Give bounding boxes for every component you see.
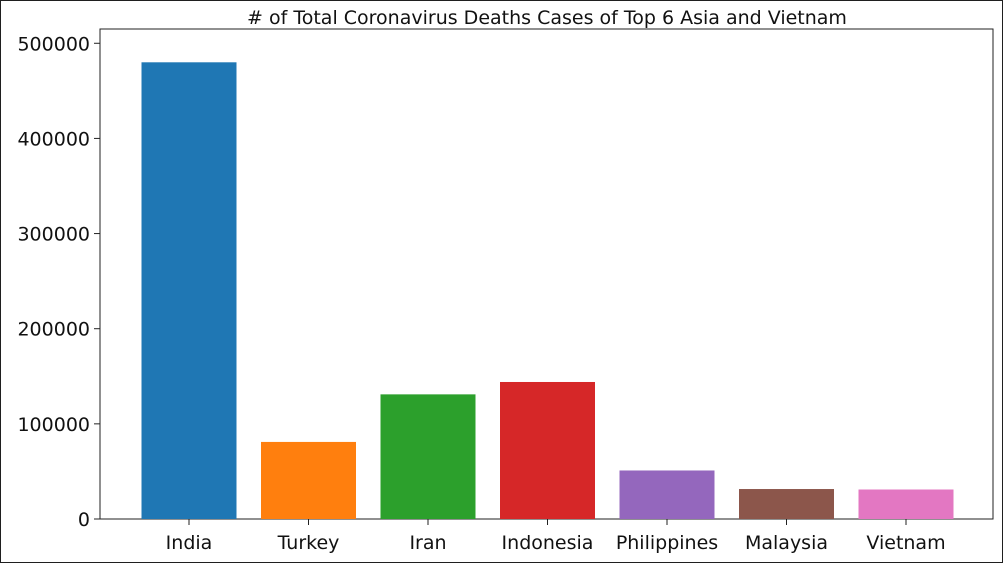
bar-malaysia: [739, 489, 834, 519]
x-tick-label-vietnam: Vietnam: [866, 532, 945, 554]
bar-philippines: [619, 470, 715, 519]
y-tick-label: 100000: [17, 414, 90, 436]
x-tick-label-indonesia: Indonesia: [502, 532, 594, 554]
bar-india: [141, 62, 237, 520]
x-tick-label-iran: Iran: [409, 532, 446, 554]
bar-iran: [380, 394, 476, 519]
y-axis: 0 100000 200000 300000 400000 500000: [17, 33, 100, 531]
y-tick-label: 500000: [17, 33, 90, 55]
x-axis: India Turkey Iran Indonesia Philippines Malay…: [166, 519, 946, 554]
x-tick-label-philippines: Philippines: [616, 532, 718, 554]
bars: [141, 62, 954, 520]
y-tick-label: 0: [78, 509, 90, 531]
y-tick-label: 400000: [17, 128, 90, 150]
x-tick-label-india: India: [166, 532, 213, 554]
bar-vietnam: [858, 489, 954, 519]
chart-title: # of Total Coronavirus Deaths Cases of T…: [247, 7, 847, 29]
y-tick-label: 200000: [17, 319, 90, 341]
y-tick-label: 300000: [17, 224, 90, 246]
x-tick-label-malaysia: Malaysia: [745, 532, 828, 554]
bar-indonesia: [500, 381, 595, 519]
bar-turkey: [261, 441, 356, 519]
x-tick-label-turkey: Turkey: [277, 532, 340, 554]
